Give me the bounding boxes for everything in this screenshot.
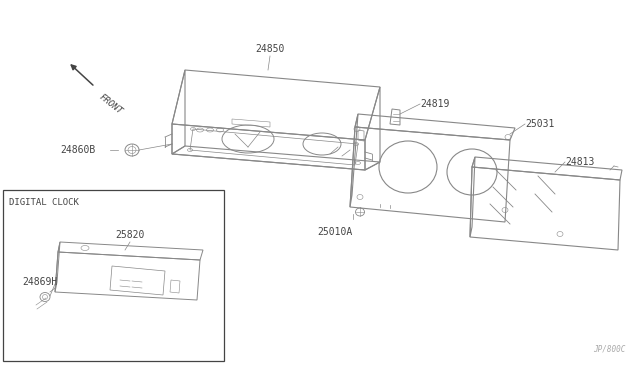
Text: 24813: 24813 [565,157,595,167]
Text: 25010A: 25010A [317,227,353,237]
Text: 25031: 25031 [525,119,554,129]
Text: FRONT: FRONT [97,92,124,116]
Text: 24869H: 24869H [22,277,57,287]
Text: 25820: 25820 [115,230,145,240]
Text: 24850: 24850 [255,44,285,54]
Text: 24819: 24819 [420,99,449,109]
Text: JP/800C: JP/800C [593,345,625,354]
Text: DIGITAL CLOCK: DIGITAL CLOCK [9,198,79,207]
Bar [3,190,224,361]
Text: 24860B: 24860B [60,145,95,155]
